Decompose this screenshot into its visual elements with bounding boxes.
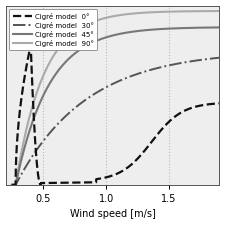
Legend: Cigré model  0°, Cigré model  30°, Cigré model  45°, Cigré model  90°: Cigré model 0°, Cigré model 30°, Cigré m… <box>9 9 97 50</box>
X-axis label: Wind speed [m/s]: Wind speed [m/s] <box>70 209 155 219</box>
